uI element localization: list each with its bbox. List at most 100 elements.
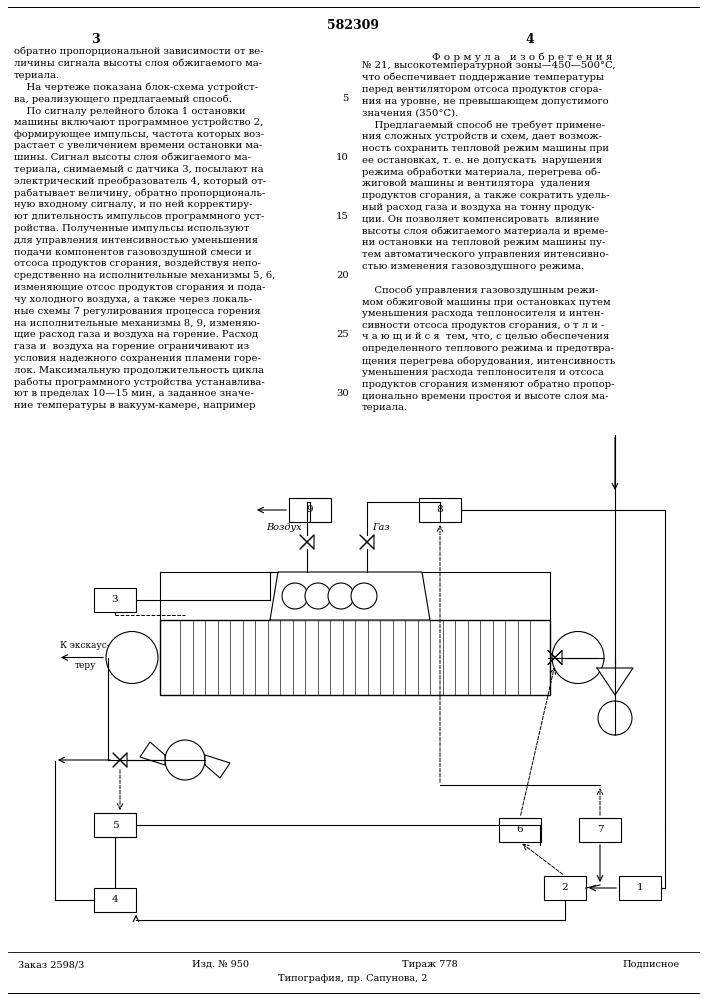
Text: Подписное: Подписное xyxy=(623,960,680,969)
Text: ва, реализующего предлагаемый способ.: ва, реализующего предлагаемый способ. xyxy=(14,94,232,104)
Text: ции. Он позволяет компенсировать  влияние: ции. Он позволяет компенсировать влияние xyxy=(362,215,600,224)
Text: ч а ю щ и й с я  тем, что, с целью обеспечения: ч а ю щ и й с я тем, что, с целью обеспе… xyxy=(362,333,609,342)
Text: значения (350°C).: значения (350°C). xyxy=(362,108,458,117)
Text: 2: 2 xyxy=(561,884,568,892)
Text: растает с увеличением времени остановки ма-: растает с увеличением времени остановки … xyxy=(14,141,262,150)
Text: ную входному сигналу, и по ней корректиру-: ную входному сигналу, и по ней корректир… xyxy=(14,200,252,209)
Text: На чертеже показана блок-схема устройст-: На чертеже показана блок-схема устройст- xyxy=(14,82,258,92)
Text: рабатывает величину, обратно пропорциональ-: рабатывает величину, обратно пропорциона… xyxy=(14,189,265,198)
Text: 5: 5 xyxy=(112,820,118,830)
Text: Газ: Газ xyxy=(372,523,390,532)
Text: режима обработки материала, перегрева об-: режима обработки материала, перегрева об… xyxy=(362,167,600,177)
Text: сивности отсоса продуктов сгорания, о т л и -: сивности отсоса продуктов сгорания, о т … xyxy=(362,321,604,330)
Text: 10: 10 xyxy=(336,153,349,162)
Text: 25: 25 xyxy=(337,330,349,339)
Polygon shape xyxy=(270,572,430,620)
Circle shape xyxy=(351,583,377,609)
Text: 15: 15 xyxy=(336,212,349,221)
Polygon shape xyxy=(140,742,165,765)
Text: Типография, пр. Сапунова, 2: Типография, пр. Сапунова, 2 xyxy=(279,974,428,983)
Text: чу холодного воздуха, а также через локаль-: чу холодного воздуха, а также через лока… xyxy=(14,295,252,304)
Circle shape xyxy=(282,583,308,609)
Text: для управления интенсивностью уменьшения: для управления интенсивностью уменьшения xyxy=(14,236,258,245)
Text: ные схемы 7 регулирования процесса горения: ные схемы 7 регулирования процесса горен… xyxy=(14,307,261,316)
Text: шины. Сигнал высоты слоя обжигаемого ма-: шины. Сигнал высоты слоя обжигаемого ма- xyxy=(14,153,251,162)
Text: ный расход газа и воздуха на тонну продук-: ный расход газа и воздуха на тонну проду… xyxy=(362,203,595,212)
Text: Тираж 778: Тираж 778 xyxy=(402,960,458,969)
Text: условия надежного сохранения пламени горе-: условия надежного сохранения пламени гор… xyxy=(14,354,261,363)
Text: териала.: териала. xyxy=(14,71,60,80)
Text: обратно пропорциональной зависимости от ве-: обратно пропорциональной зависимости от … xyxy=(14,47,264,56)
Bar xyxy=(544,876,586,900)
Bar xyxy=(94,888,136,912)
Text: териала, снимаемый с датчика 3, посылают на: териала, снимаемый с датчика 3, посылают… xyxy=(14,165,264,174)
Text: Изд. № 950: Изд. № 950 xyxy=(192,960,248,969)
Text: машины включают программное устройство 2,: машины включают программное устройство 2… xyxy=(14,118,264,127)
Text: тем автоматического управления интенсивно-: тем автоматического управления интенсивн… xyxy=(362,250,609,259)
Text: 30: 30 xyxy=(337,389,349,398)
Text: 20: 20 xyxy=(337,271,349,280)
Text: ние температуры в вакуум-камере, например: ние температуры в вакуум-камере, наприме… xyxy=(14,401,255,410)
Text: 4: 4 xyxy=(112,896,118,904)
Text: 6: 6 xyxy=(517,826,523,834)
Polygon shape xyxy=(597,668,633,695)
Text: теру: теру xyxy=(74,662,95,670)
Text: что обеспечивает поддержание температуры: что обеспечивает поддержание температуры xyxy=(362,73,604,82)
Text: мом обжиговой машины при остановках путем: мом обжиговой машины при остановках путе… xyxy=(362,297,611,307)
Text: Воздух: Воздух xyxy=(267,523,302,532)
Text: уменьшения расхода теплоносителя и отсоса: уменьшения расхода теплоносителя и отсос… xyxy=(362,368,604,377)
Bar xyxy=(289,498,331,522)
Text: К экскаус-: К экскаус- xyxy=(60,641,110,650)
Bar xyxy=(94,588,136,612)
Text: электрический преобразователь 4, который от-: электрический преобразователь 4, который… xyxy=(14,177,267,186)
Text: ее остановках, т. е. не допускать  нарушения: ее остановках, т. е. не допускать наруше… xyxy=(362,156,602,165)
Text: щие расход газа и воздуха на горение. Расход: щие расход газа и воздуха на горение. Ра… xyxy=(14,330,258,339)
Text: ни остановки на тепловой режим машины пу-: ни остановки на тепловой режим машины пу… xyxy=(362,238,605,247)
Text: ройства. Полученные импульсы используют: ройства. Полученные импульсы используют xyxy=(14,224,250,233)
Text: 5: 5 xyxy=(343,94,349,103)
Text: средственно на исполнительные механизмы 5, 6,: средственно на исполнительные механизмы … xyxy=(14,271,275,280)
Text: Предлагаемый способ не требует примене-: Предлагаемый способ не требует примене- xyxy=(362,120,605,130)
Text: Ф о р м у л а   и з о б р е т е н и я: Ф о р м у л а и з о б р е т е н и я xyxy=(432,53,612,62)
Text: подачи компонентов газовоздушной смеси и: подачи компонентов газовоздушной смеси и xyxy=(14,248,252,257)
Text: 1: 1 xyxy=(637,884,643,892)
Text: продуктов сгорания изменяют обратно пропор-: продуктов сгорания изменяют обратно проп… xyxy=(362,380,614,389)
Text: 3: 3 xyxy=(112,595,118,604)
Circle shape xyxy=(328,583,354,609)
Text: высоты слоя обжигаемого материала и време-: высоты слоя обжигаемого материала и врем… xyxy=(362,226,608,236)
Text: стью изменения газовоздушного режима.: стью изменения газовоздушного режима. xyxy=(362,262,584,271)
Text: № 21, высокотемпературной зоны—450—500°C,: № 21, высокотемпературной зоны—450—500°C… xyxy=(362,61,616,70)
Text: определенного теплового режима и предотвра-: определенного теплового режима и предотв… xyxy=(362,344,614,353)
Text: ют длительность импульсов программного уст-: ют длительность импульсов программного у… xyxy=(14,212,264,221)
Text: ционально времени простоя и высоте слоя ма-: ционально времени простоя и высоте слоя … xyxy=(362,392,609,401)
Text: работы программного устройства устанавлива-: работы программного устройства устанавли… xyxy=(14,377,264,387)
Text: изменяющие отсос продуктов сгорания и пода-: изменяющие отсос продуктов сгорания и по… xyxy=(14,283,266,292)
Text: отсоса продуктов сгорания, воздействуя непо-: отсоса продуктов сгорания, воздействуя н… xyxy=(14,259,261,268)
Text: Способ управления газовоздушным режи-: Способ управления газовоздушным режи- xyxy=(362,285,599,295)
Text: газа и  воздуха на горение ограничивают из: газа и воздуха на горение ограничивают и… xyxy=(14,342,249,351)
Circle shape xyxy=(106,632,158,684)
Circle shape xyxy=(305,583,331,609)
Text: уменьшения расхода теплоносителя и интен-: уменьшения расхода теплоносителя и интен… xyxy=(362,309,604,318)
Text: продуктов сгорания, а также сократить удель-: продуктов сгорания, а также сократить уд… xyxy=(362,191,609,200)
Text: ния на уровне, не превышающем допустимого: ния на уровне, не превышающем допустимог… xyxy=(362,97,609,106)
Circle shape xyxy=(165,740,205,780)
Bar xyxy=(419,498,461,522)
Circle shape xyxy=(552,632,604,684)
Text: личины сигнала высоты слоя обжигаемого ма-: личины сигнала высоты слоя обжигаемого м… xyxy=(14,59,262,68)
Polygon shape xyxy=(205,755,230,778)
Text: щения перегрева оборудования, интенсивность: щения перегрева оборудования, интенсивно… xyxy=(362,356,615,366)
Text: формирующее импульсы, частота которых воз-: формирующее импульсы, частота которых во… xyxy=(14,130,264,139)
Text: 8: 8 xyxy=(437,506,443,514)
Text: териала.: териала. xyxy=(362,403,408,412)
Text: ность сохранить тепловой режим машины при: ность сохранить тепловой режим машины пр… xyxy=(362,144,609,153)
Text: 4: 4 xyxy=(525,33,534,46)
Text: По сигналу релейного блока 1 остановки: По сигналу релейного блока 1 остановки xyxy=(14,106,245,115)
Text: жиговой машины и вентилятора  удаления: жиговой машины и вентилятора удаления xyxy=(362,179,590,188)
Text: Заказ 2598/3: Заказ 2598/3 xyxy=(18,960,84,969)
Text: лок. Максимальную продолжительность цикла: лок. Максимальную продолжительность цикл… xyxy=(14,366,264,375)
Bar xyxy=(94,813,136,837)
Text: 3: 3 xyxy=(90,33,99,46)
Bar xyxy=(499,818,541,842)
Bar xyxy=(579,818,621,842)
